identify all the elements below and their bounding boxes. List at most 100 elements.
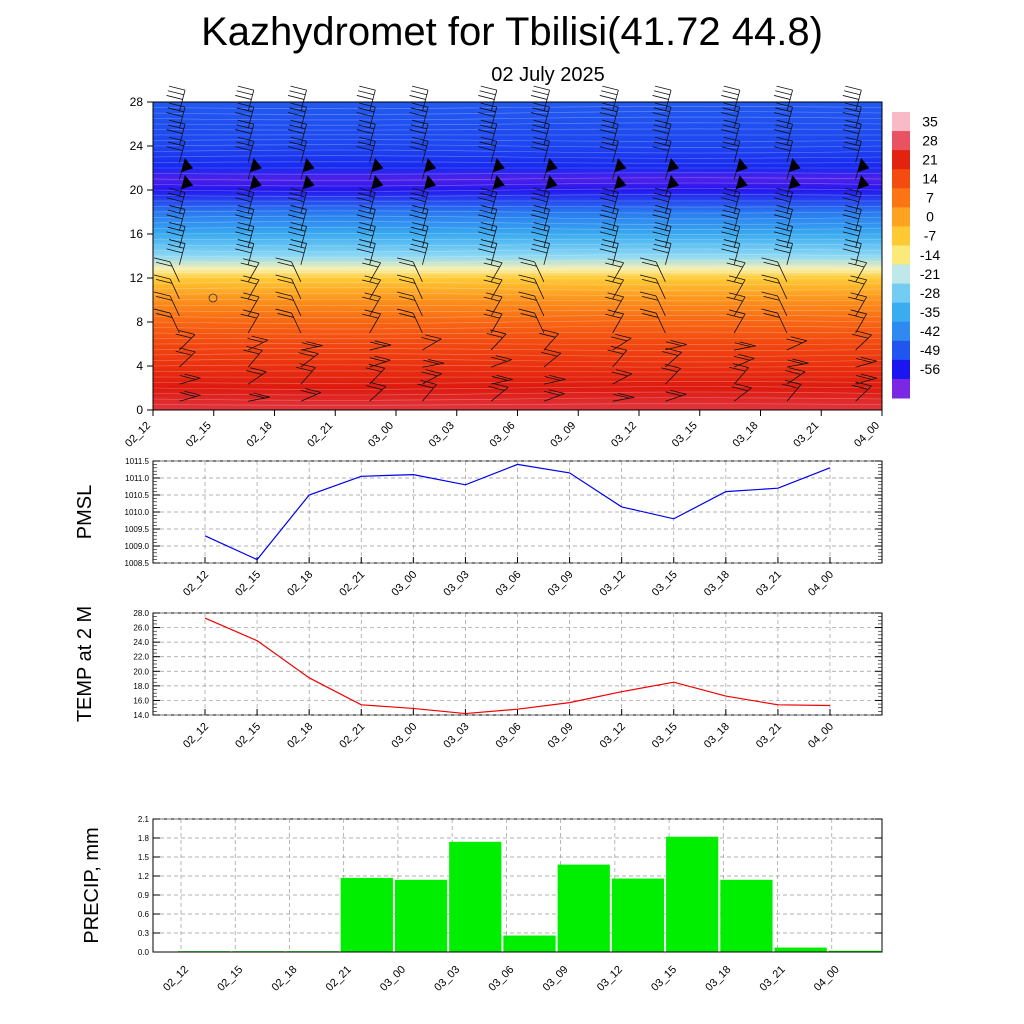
wind-feather — [773, 95, 791, 100]
wind-feather — [653, 90, 670, 96]
wind-feather — [290, 85, 307, 91]
wind-feather — [396, 308, 414, 314]
wind-feather — [235, 112, 252, 117]
wind-feather — [654, 222, 672, 227]
wind-feather — [642, 313, 659, 318]
wind-feather — [275, 308, 292, 314]
wind-barb — [664, 141, 672, 163]
contour-line — [152, 343, 883, 345]
wind-feather — [275, 274, 292, 280]
wind-feather — [600, 226, 618, 232]
wind-barb — [733, 262, 746, 283]
x-tick-label: 02_21 — [337, 721, 367, 751]
contour-line — [152, 221, 883, 225]
wind-feather — [168, 239, 186, 244]
wind-barb — [855, 192, 862, 214]
wind-feather — [248, 393, 266, 399]
wind-feather — [167, 192, 184, 198]
wind-feather — [156, 296, 173, 301]
x-tick-label: 03_15 — [649, 964, 679, 994]
wind-feather — [784, 370, 802, 375]
wind-feather — [411, 85, 429, 91]
x-tick-label: 03_12 — [598, 721, 628, 751]
wind-barb — [664, 226, 672, 248]
wind-feather — [600, 209, 618, 215]
wind-feather — [166, 129, 183, 134]
contour-line — [152, 215, 883, 220]
wind-barb — [178, 141, 186, 163]
wind-feather — [480, 102, 497, 108]
wind-feather — [479, 192, 496, 198]
precip-bar — [828, 950, 881, 952]
wind-barb — [300, 353, 319, 368]
wind-barb — [612, 226, 619, 248]
wind-feather — [532, 226, 549, 232]
y-tick-label: 20 — [130, 183, 144, 197]
y-tick-label: 1010.5 — [125, 491, 150, 500]
wind-feather — [843, 141, 861, 147]
wind-feather — [369, 382, 387, 387]
wind-feather — [359, 119, 376, 125]
wind-feather — [277, 296, 294, 301]
wind-feather — [153, 308, 171, 314]
wind-feather — [362, 313, 379, 319]
wind-feather — [533, 205, 550, 210]
x-tick-label: 02_18 — [285, 721, 315, 751]
wind-barb — [178, 209, 186, 231]
wind-feather — [642, 261, 659, 267]
wind-feather — [357, 124, 375, 130]
wind-barb — [612, 396, 635, 402]
wind-barb — [291, 312, 302, 334]
wind-pennant — [736, 158, 748, 173]
wind-barb — [543, 192, 550, 214]
wind-feather — [607, 309, 624, 315]
wind-barb — [247, 124, 255, 146]
y-tick-label: 22.0 — [133, 653, 149, 662]
wind-barb — [247, 371, 267, 385]
wind-barb — [369, 359, 391, 368]
wind-feather — [277, 313, 294, 318]
wind-pennant — [181, 158, 194, 173]
wind-barb — [178, 124, 186, 146]
wind-feather — [654, 85, 672, 91]
wind-barb — [612, 279, 624, 300]
precip-bar — [666, 836, 719, 952]
wind-feather — [287, 129, 305, 134]
wind-barb — [178, 192, 186, 214]
wind-feather — [287, 112, 305, 117]
wind-feather — [602, 222, 619, 227]
x-tick-label: 03_00 — [389, 569, 419, 599]
wind-feather — [520, 278, 537, 284]
wind-feather — [179, 392, 196, 397]
wind-barb — [247, 279, 260, 300]
wind-feather — [661, 367, 678, 373]
wind-pennant — [788, 175, 801, 190]
contour-line — [152, 353, 883, 357]
wind-barb — [655, 312, 666, 334]
y-tick-label: 1.8 — [138, 834, 150, 843]
wind-feather — [639, 291, 657, 297]
wind-feather — [851, 384, 869, 390]
colorbar-label: 35 — [922, 113, 938, 129]
wind-barb — [733, 192, 741, 214]
wind-feather — [548, 389, 565, 395]
wind-feather — [167, 243, 184, 249]
wind-feather — [602, 85, 619, 91]
wind-barb — [412, 261, 423, 283]
x-tick-label: 02_12 — [161, 964, 191, 994]
wind-feather — [480, 222, 497, 227]
y-tick-label: 14.0 — [133, 711, 149, 720]
wind-feather — [775, 90, 792, 96]
wind-feather — [599, 231, 616, 237]
wind-feather — [721, 197, 738, 203]
wind-feather — [856, 375, 873, 380]
wind-feather — [653, 192, 670, 198]
y-tick-label: 28 — [130, 95, 144, 109]
y-tick-label: 1011.5 — [125, 457, 149, 466]
wind-feather — [478, 231, 495, 237]
wind-barb — [422, 373, 442, 385]
wind-feather — [167, 90, 184, 96]
wind-barb — [612, 243, 619, 265]
contour-line — [152, 403, 883, 406]
wind-feather — [610, 345, 627, 351]
